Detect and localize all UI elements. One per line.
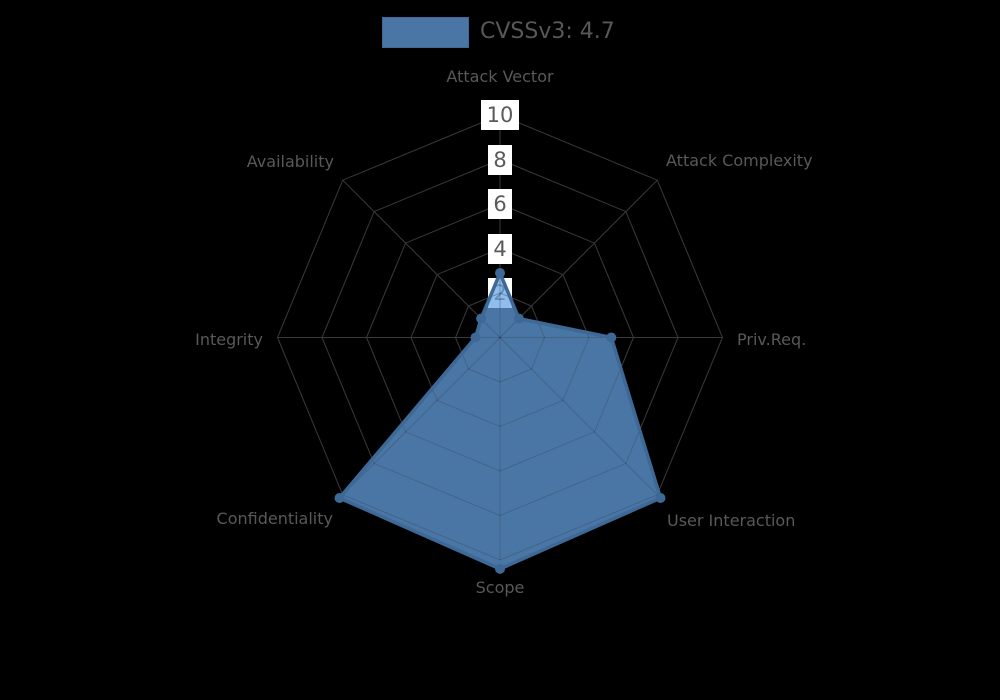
data-point-marker xyxy=(495,268,505,278)
data-point-marker xyxy=(495,563,505,574)
axis-label-availability: Availability xyxy=(246,152,334,171)
axis-label-priv-req: Priv.Req. xyxy=(737,330,807,349)
grid-spoke xyxy=(342,337,501,496)
legend-swatch-cvssv3 xyxy=(382,16,469,48)
axis-label-scope: Scope xyxy=(475,578,525,597)
grid-spoke xyxy=(342,179,501,338)
axis-label-confidentiality: Confidentiality xyxy=(216,509,333,528)
radial-tick-label: 8 xyxy=(488,144,512,175)
radial-tick-label: 10 xyxy=(481,100,519,130)
legend-label: CVSSv3: 4.7 xyxy=(480,19,615,44)
grid-spoke xyxy=(499,273,658,338)
axis-label-attack-complexity: Attack Complexity xyxy=(666,151,813,170)
axis-label-integrity: Integrity xyxy=(195,330,263,349)
radial-tick-label: 4 xyxy=(488,233,512,264)
data-point-marker xyxy=(606,332,617,343)
data-point-marker xyxy=(334,493,345,503)
grid-ring xyxy=(339,273,661,561)
axis-label-user-interaction: User Interaction xyxy=(667,511,796,530)
data-point-marker xyxy=(513,313,524,324)
grid-spoke xyxy=(499,337,658,496)
radial-tick-label: 6 xyxy=(488,189,512,219)
grid-spoke xyxy=(342,273,501,338)
data-point-marker xyxy=(655,493,666,503)
axis-label-attack-vector: Attack Vector xyxy=(446,67,554,86)
data-point-marker xyxy=(476,313,487,324)
grid-spoke xyxy=(499,179,658,338)
grid-ring xyxy=(339,273,661,517)
radar-polygon-fill xyxy=(339,273,661,569)
data-point-marker xyxy=(470,332,481,343)
legend: CVSSv3: 4.7 xyxy=(382,13,615,51)
